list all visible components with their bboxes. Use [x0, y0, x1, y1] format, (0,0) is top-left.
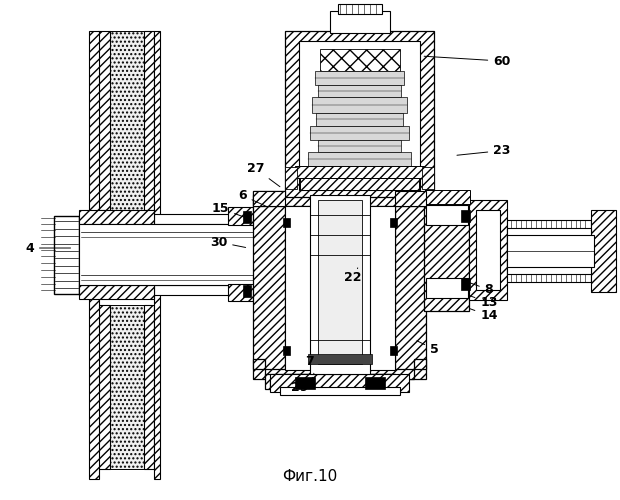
- Bar: [79, 214, 97, 224]
- Bar: [144, 31, 154, 210]
- Bar: [310, 126, 409, 140]
- Bar: [244, 285, 251, 296]
- Bar: [424, 192, 469, 310]
- Polygon shape: [265, 374, 394, 389]
- Bar: [461, 210, 470, 222]
- Bar: [318, 200, 361, 364]
- Text: 14: 14: [470, 308, 498, 322]
- Bar: [318, 85, 402, 97]
- Bar: [312, 97, 407, 113]
- Polygon shape: [394, 192, 427, 206]
- Bar: [154, 31, 160, 478]
- Bar: [308, 354, 371, 364]
- Bar: [98, 304, 110, 469]
- Bar: [228, 207, 254, 225]
- Text: Фиг.10: Фиг.10: [282, 469, 338, 484]
- Bar: [79, 285, 154, 298]
- Bar: [476, 210, 500, 290]
- Bar: [507, 228, 591, 274]
- Bar: [285, 168, 297, 190]
- Bar: [244, 211, 251, 223]
- Bar: [469, 200, 507, 300]
- Bar: [154, 214, 288, 224]
- Bar: [338, 4, 381, 15]
- Bar: [330, 12, 389, 33]
- Bar: [316, 113, 404, 126]
- Bar: [318, 140, 402, 151]
- Text: 22: 22: [344, 268, 361, 284]
- Bar: [89, 31, 99, 478]
- Text: 30: 30: [210, 236, 246, 248]
- Text: 4: 4: [25, 242, 71, 254]
- Bar: [283, 346, 290, 356]
- Bar: [228, 284, 254, 300]
- Bar: [285, 206, 394, 370]
- Bar: [389, 346, 397, 356]
- Text: 13: 13: [470, 296, 498, 309]
- Bar: [507, 220, 591, 282]
- Text: 7: 7: [306, 355, 314, 374]
- Text: 23: 23: [457, 144, 511, 157]
- Polygon shape: [106, 304, 149, 469]
- Bar: [422, 168, 434, 190]
- Bar: [98, 31, 110, 210]
- Text: 6: 6: [238, 189, 268, 207]
- Bar: [394, 196, 427, 380]
- Bar: [144, 304, 154, 469]
- Bar: [507, 235, 595, 267]
- Bar: [285, 31, 434, 198]
- Bar: [55, 216, 79, 294]
- Bar: [427, 278, 468, 297]
- Polygon shape: [254, 360, 427, 380]
- Bar: [280, 387, 399, 395]
- Text: 27: 27: [247, 162, 280, 186]
- Bar: [315, 71, 404, 85]
- Bar: [461, 278, 470, 290]
- Text: 8: 8: [470, 283, 494, 296]
- Bar: [389, 218, 397, 227]
- Bar: [365, 378, 384, 389]
- Polygon shape: [106, 31, 149, 210]
- Bar: [591, 210, 616, 292]
- Bar: [427, 205, 468, 225]
- Bar: [154, 285, 288, 294]
- Bar: [425, 190, 470, 204]
- Bar: [254, 192, 427, 206]
- Bar: [254, 196, 285, 380]
- Bar: [79, 210, 154, 224]
- Text: 29: 29: [291, 378, 313, 394]
- Bar: [299, 41, 420, 190]
- Bar: [310, 196, 370, 374]
- Text: 60: 60: [424, 54, 511, 68]
- Bar: [295, 166, 424, 178]
- Bar: [79, 285, 97, 294]
- Bar: [300, 178, 419, 190]
- Bar: [308, 152, 412, 166]
- Text: 15: 15: [212, 202, 250, 219]
- Bar: [79, 224, 288, 285]
- Bar: [295, 378, 315, 389]
- Polygon shape: [254, 192, 285, 206]
- Bar: [283, 218, 290, 227]
- Text: 5: 5: [417, 340, 439, 356]
- Bar: [320, 49, 399, 71]
- Bar: [270, 374, 409, 392]
